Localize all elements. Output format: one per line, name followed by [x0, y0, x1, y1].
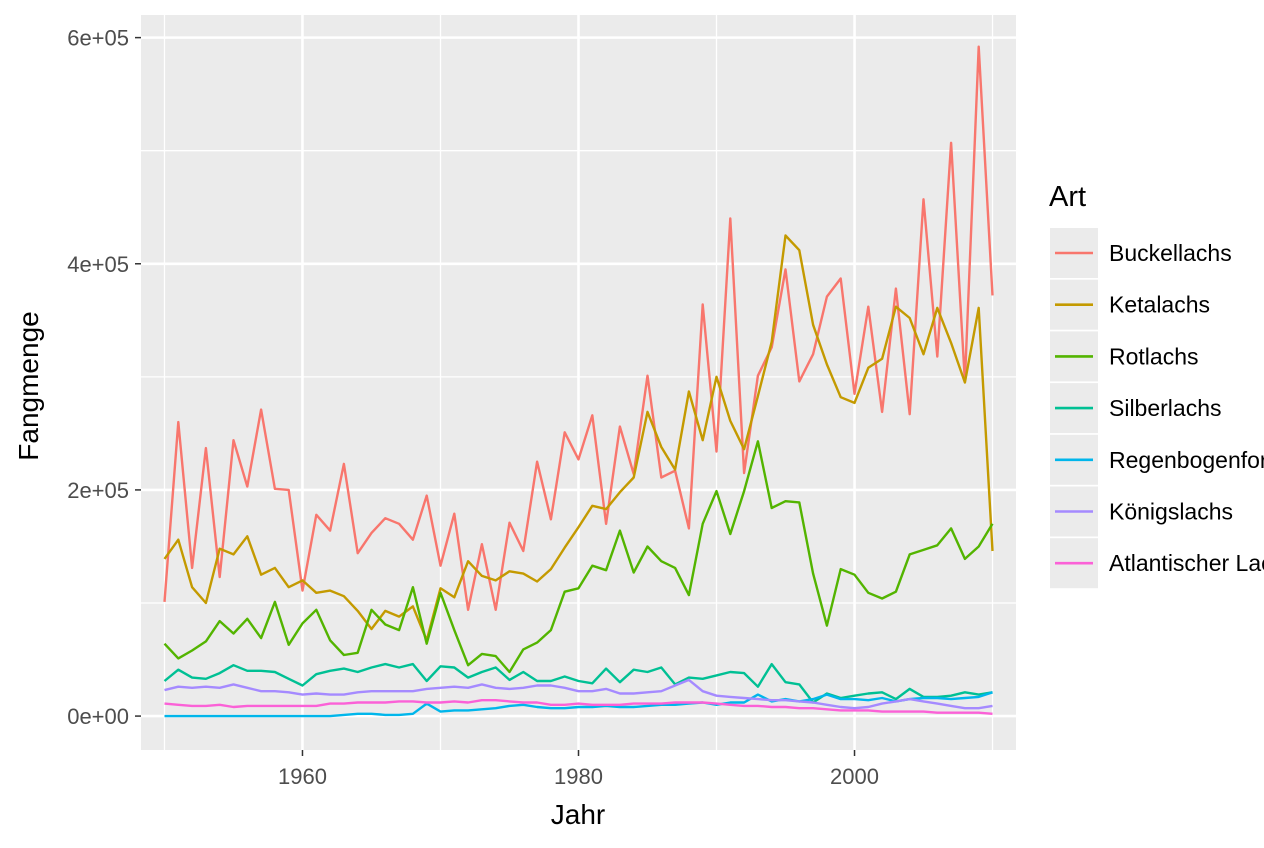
x-tick-label: 1980	[554, 764, 603, 789]
legend-item: Buckellachs	[1050, 228, 1232, 278]
legend-entries: Buckellachs Ketalachs Rotlachs Silberlachs R…	[1050, 228, 1264, 589]
x-tick-label: 2000	[830, 764, 879, 789]
legend-item: Atlantischer Lachs	[1050, 538, 1264, 589]
y-tick-label: 6e+05	[67, 26, 129, 51]
y-tick-label: 4e+05	[67, 252, 129, 277]
legend-label: Buckellachs	[1109, 240, 1232, 266]
legend-label: Atlantischer Lachs	[1109, 550, 1264, 576]
legend-label: Silberlachs	[1109, 395, 1222, 421]
y-tick-label: 2e+05	[67, 478, 129, 503]
series-line-atlantischer-lachs	[164, 699, 993, 715]
series-line-buckellachs	[163, 45, 994, 611]
series-lines	[163, 45, 994, 718]
legend-item: Regenbogenforelle	[1050, 434, 1264, 485]
legend-item: Rotlachs	[1050, 331, 1198, 382]
legend-label: Regenbogenforelle	[1109, 447, 1264, 473]
legend: Art Buckellachs Ketalachs Rotlachs Silberla…	[1049, 181, 1264, 589]
y-tick-label: 0e+00	[67, 704, 129, 729]
x-tick-label: 1960	[278, 764, 327, 789]
series-line-rotlachs	[163, 440, 994, 674]
series-line-silberlachs	[163, 662, 993, 704]
axes: 1960 1980 2000 0e+00 2e+05 4e+05 6e+05	[67, 26, 879, 789]
legend-item: Ketalachs	[1050, 279, 1210, 330]
series-line-k-nigslachs	[164, 678, 993, 710]
series-line-regenbogenforelle	[164, 691, 993, 718]
legend-label: Königslachs	[1109, 499, 1233, 525]
x-axis-title: Jahr	[551, 799, 605, 830]
legend-label: Ketalachs	[1109, 292, 1210, 318]
legend-title: Art	[1049, 181, 1086, 213]
series-line-ketalachs	[163, 234, 994, 642]
legend-item: Königslachs	[1050, 486, 1233, 537]
legend-label: Rotlachs	[1109, 343, 1198, 369]
legend-item: Silberlachs	[1050, 383, 1222, 434]
y-axis-title: Fangmenge	[13, 311, 44, 460]
